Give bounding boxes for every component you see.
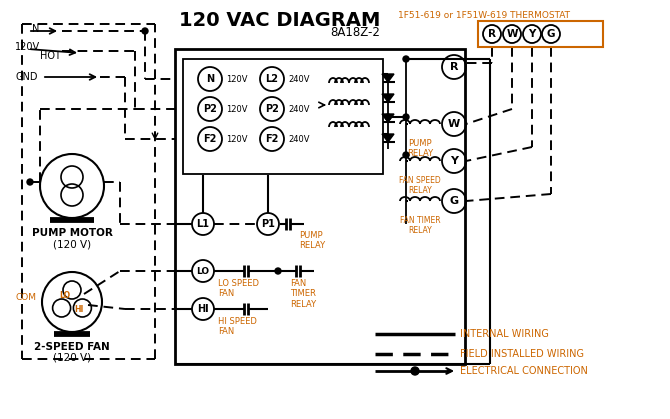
Text: GND: GND bbox=[15, 72, 38, 82]
Text: 120V: 120V bbox=[226, 75, 247, 83]
Text: PUMP
RELAY: PUMP RELAY bbox=[407, 139, 433, 158]
Polygon shape bbox=[382, 94, 394, 102]
Bar bbox=[50, 218, 94, 222]
Text: W: W bbox=[448, 119, 460, 129]
Polygon shape bbox=[382, 74, 394, 82]
Text: LO SPEED
FAN: LO SPEED FAN bbox=[218, 279, 259, 298]
Text: 120 VAC DIAGRAM: 120 VAC DIAGRAM bbox=[180, 11, 381, 30]
Text: 240V: 240V bbox=[288, 134, 310, 143]
Text: 8A18Z-2: 8A18Z-2 bbox=[330, 26, 380, 39]
Text: FIELD INSTALLED WIRING: FIELD INSTALLED WIRING bbox=[460, 349, 584, 359]
Bar bbox=[54, 332, 90, 336]
Text: COM: COM bbox=[16, 292, 37, 302]
Text: 120V: 120V bbox=[226, 134, 247, 143]
Text: W: W bbox=[507, 29, 518, 39]
Text: F2: F2 bbox=[203, 134, 216, 144]
Text: L1: L1 bbox=[196, 219, 210, 229]
Text: N: N bbox=[32, 24, 40, 34]
Text: LO: LO bbox=[60, 290, 70, 300]
Polygon shape bbox=[382, 114, 394, 122]
Text: 2-SPEED FAN: 2-SPEED FAN bbox=[34, 342, 110, 352]
Text: P2: P2 bbox=[203, 104, 217, 114]
Text: R: R bbox=[450, 62, 458, 72]
Circle shape bbox=[385, 114, 391, 120]
Circle shape bbox=[403, 114, 409, 120]
Text: ELECTRICAL CONNECTION: ELECTRICAL CONNECTION bbox=[460, 366, 588, 376]
Text: LO: LO bbox=[196, 266, 210, 276]
Text: Y: Y bbox=[529, 29, 536, 39]
Text: INTERNAL WIRING: INTERNAL WIRING bbox=[460, 329, 549, 339]
Text: 120V: 120V bbox=[15, 42, 40, 52]
Text: FAN TIMER
RELAY: FAN TIMER RELAY bbox=[400, 216, 440, 235]
Text: (120 V): (120 V) bbox=[53, 239, 91, 249]
Text: (120 V): (120 V) bbox=[53, 353, 91, 363]
Text: G: G bbox=[450, 196, 458, 206]
Text: Y: Y bbox=[450, 156, 458, 166]
Text: 240V: 240V bbox=[288, 104, 310, 114]
Text: FAN SPEED
RELAY: FAN SPEED RELAY bbox=[399, 176, 441, 195]
Circle shape bbox=[27, 179, 33, 185]
Text: HI SPEED
FAN: HI SPEED FAN bbox=[218, 317, 257, 336]
Text: P1: P1 bbox=[261, 219, 275, 229]
Text: R: R bbox=[488, 29, 496, 39]
Text: PUMP MOTOR: PUMP MOTOR bbox=[31, 228, 113, 238]
Text: HI: HI bbox=[197, 304, 209, 314]
Text: L2: L2 bbox=[265, 74, 279, 84]
Circle shape bbox=[275, 268, 281, 274]
Text: 240V: 240V bbox=[288, 75, 310, 83]
Bar bbox=[183, 59, 383, 174]
Bar bbox=[175, 49, 465, 364]
Text: FAN
TIMER
RELAY: FAN TIMER RELAY bbox=[290, 279, 316, 309]
Text: 120V: 120V bbox=[226, 104, 247, 114]
Bar bbox=[478, 21, 603, 47]
Circle shape bbox=[411, 367, 419, 375]
Text: HI: HI bbox=[74, 305, 84, 313]
Text: N: N bbox=[206, 74, 214, 84]
Text: 1F51-619 or 1F51W-619 THERMOSTAT: 1F51-619 or 1F51W-619 THERMOSTAT bbox=[398, 11, 570, 20]
Text: G: G bbox=[547, 29, 555, 39]
Text: F2: F2 bbox=[265, 134, 279, 144]
Text: PUMP
RELAY: PUMP RELAY bbox=[299, 231, 325, 251]
Text: HOT: HOT bbox=[40, 51, 61, 61]
Circle shape bbox=[142, 28, 148, 34]
Circle shape bbox=[403, 56, 409, 62]
Text: P2: P2 bbox=[265, 104, 279, 114]
Circle shape bbox=[403, 152, 409, 158]
Polygon shape bbox=[382, 134, 394, 142]
